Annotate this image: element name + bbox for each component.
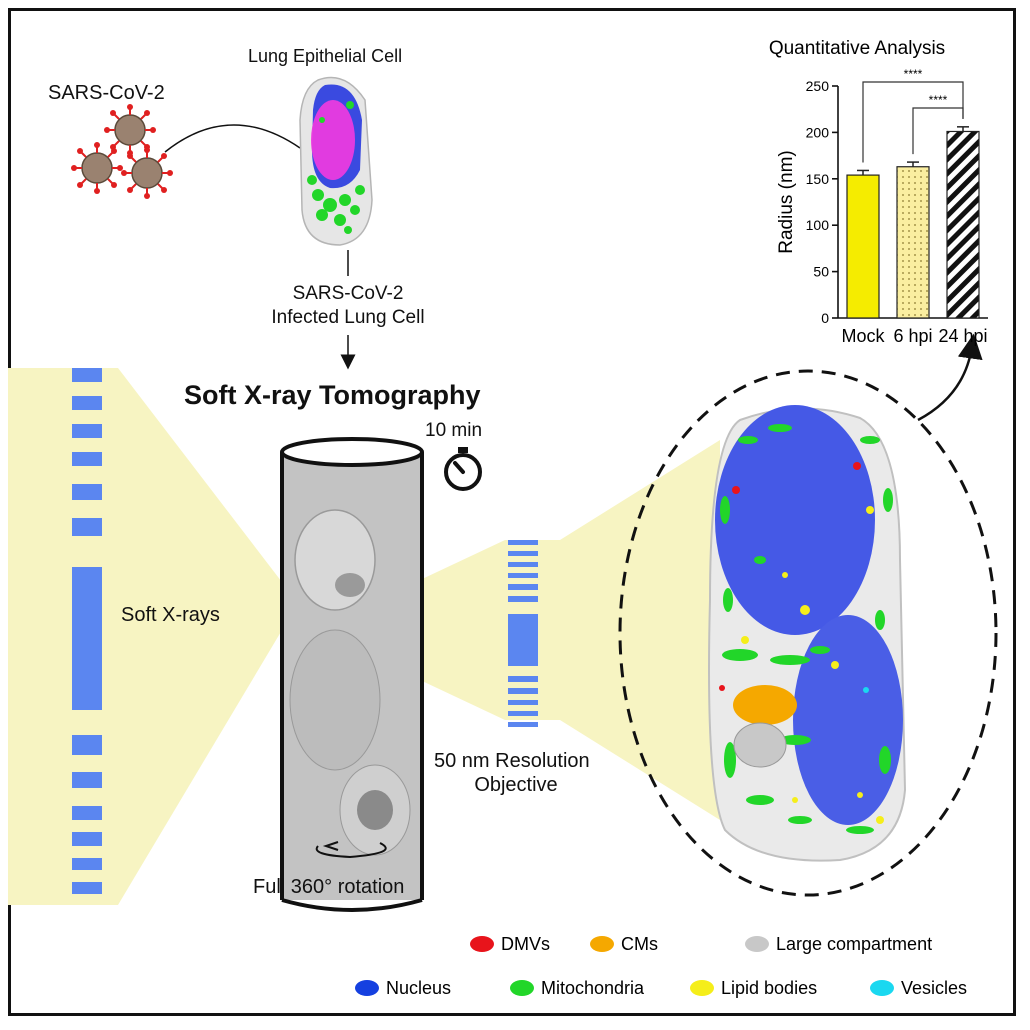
legend-label: DMVs [501,934,550,954]
x-tick-label: 6 hpi [893,326,932,346]
legend-label: Mitochondria [541,978,645,998]
legend-label: Nucleus [386,978,451,998]
soft-xrays-label: Soft X-rays [121,604,220,626]
resolution-label-2: Objective [474,774,558,796]
xray-beam-right [420,440,720,820]
x-tick-label: 24 hpi [938,326,987,346]
xray-beam-left [8,368,288,905]
reconstruction-outline [618,369,998,897]
legend-label: Large compartment [776,934,932,954]
chart-significance: **** **** [862,67,964,163]
cell-reconstruction [708,405,907,862]
virus-particles-icon [71,104,173,199]
chart-title: Quantitative Analysis [769,38,945,59]
infected-cell-label-1: SARS-CoV-2 [292,283,404,304]
y-tick-label: 50 [813,264,829,280]
significance-bracket [862,81,964,163]
resolution-label-1: 50 nm Resolution [434,750,590,772]
legend-label: CMs [621,934,658,954]
rotation-label: Full 360° rotation [253,876,405,898]
sample-capillary [280,437,424,912]
rotation-icon [315,841,387,859]
significance-label: **** [929,93,948,107]
to-analysis-arrow [917,333,983,422]
legend-label: Lipid bodies [721,978,817,998]
bar [896,166,930,319]
infection-connector [164,124,301,153]
y-tick-label: 0 [821,310,829,326]
significance-bracket [912,107,964,155]
chart-y-axis-label: Radius (nm) [776,150,797,253]
legend-swatch [870,980,894,996]
legend-swatch [745,936,769,952]
legend-swatch [590,936,614,952]
bar [846,174,880,319]
bar [946,130,980,319]
legend-label: Vesicles [901,978,967,998]
legend-swatch [510,980,534,996]
time-label: 10 min [425,420,483,441]
zone-plate-left [72,368,102,894]
x-tick-label: Mock [841,326,885,346]
legend-swatch [470,936,494,952]
chart-y-ticks: 0 50 100 150 200 250 [806,78,838,326]
infected-cell-label-2: Infected Lung Cell [271,307,425,328]
legend-swatch [690,980,714,996]
y-tick-label: 200 [806,124,830,140]
cell-label: Lung Epithelial Cell [248,46,403,66]
legend: DMVs CMs Large compartment Nucleus Mitochond… [355,934,967,998]
sxt-title: Soft X-ray Tomography [184,380,481,410]
chart-x-ticks: Mock 6 hpi 24 hpi [841,326,987,346]
y-tick-label: 150 [806,171,830,187]
lung-cell-icon [299,76,373,246]
y-tick-label: 100 [806,217,830,233]
virus-label: SARS-CoV-2 [48,82,165,104]
legend-swatch [355,980,379,996]
zone-plate-right [508,540,538,727]
significance-label: **** [904,67,923,81]
timer-icon [444,447,482,491]
chart-bars [846,126,980,319]
y-tick-label: 250 [806,78,830,94]
